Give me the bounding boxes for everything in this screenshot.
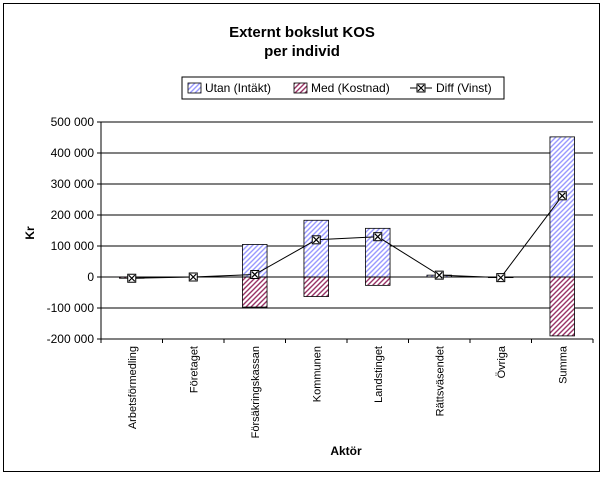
legend-label-med: Med (Kostnad) — [311, 81, 390, 95]
chart-title-line-2: per individ — [264, 43, 340, 60]
y-tick-label: -200 000 — [47, 332, 95, 346]
diff-point-cross — [374, 233, 382, 241]
legend: Utan (Intäkt) Med (Kostnad) Diff (Vinst) — [181, 76, 505, 100]
y-tick-label: 200 000 — [51, 208, 95, 222]
x-tick-label: Övriga — [496, 345, 508, 378]
x-tick-label: Företaget — [188, 346, 200, 393]
diff-point-cross — [497, 274, 505, 282]
diff-point-cross — [312, 236, 320, 244]
chart-frame: Externt bokslut KOS per individ Utan (In… — [3, 3, 600, 472]
diff-point-cross — [189, 273, 197, 281]
diff-line — [131, 195, 563, 279]
x-tick-label: Kommunen — [311, 346, 323, 402]
diff-point-cross — [558, 192, 566, 200]
y-tick-label: 500 000 — [51, 115, 95, 129]
y-tick-label: 0 — [87, 270, 94, 284]
diff-point-cross — [251, 271, 259, 278]
plot-area: 500 000 400 000 300 000 200 000 100 000 0 -100… — [47, 115, 594, 438]
bar-med — [303, 276, 329, 297]
bar-utan — [303, 219, 329, 278]
diff-point-cross — [435, 271, 443, 279]
y-tick-label: 100 000 — [51, 239, 95, 253]
y-tick-label: -100 000 — [47, 301, 95, 315]
chart-title-line-1: Externt bokslut KOS — [229, 24, 375, 41]
chart: Externt bokslut KOS per individ Utan (In… — [23, 24, 594, 458]
legend-box — [181, 76, 505, 100]
legend-label-diff: Diff (Vinst) — [436, 81, 492, 95]
x-tick-label: Landstinget — [373, 346, 385, 403]
x-tick-label: Försäkringskassan — [250, 346, 262, 438]
y-tick-label: 300 000 — [51, 177, 95, 191]
diff-point-cross — [128, 274, 136, 282]
legend-swatch-med — [293, 82, 308, 94]
bar-med — [365, 276, 391, 286]
bar-med — [549, 276, 575, 337]
legend-marker-diff-cross — [417, 84, 425, 92]
x-axis-label: Aktör — [330, 444, 362, 458]
bar-med — [242, 276, 268, 308]
legend-label-utan: Utan (Intäkt) — [205, 81, 271, 95]
x-tick-label: Summa — [557, 345, 569, 384]
x-tick-label: Rättsväsendet — [434, 346, 446, 416]
y-tick-label: 400 000 — [51, 146, 95, 160]
legend-swatch-utan — [187, 82, 202, 94]
y-axis-label: Kr — [23, 226, 37, 240]
x-tick-label: Arbetsförmedling — [127, 346, 139, 429]
